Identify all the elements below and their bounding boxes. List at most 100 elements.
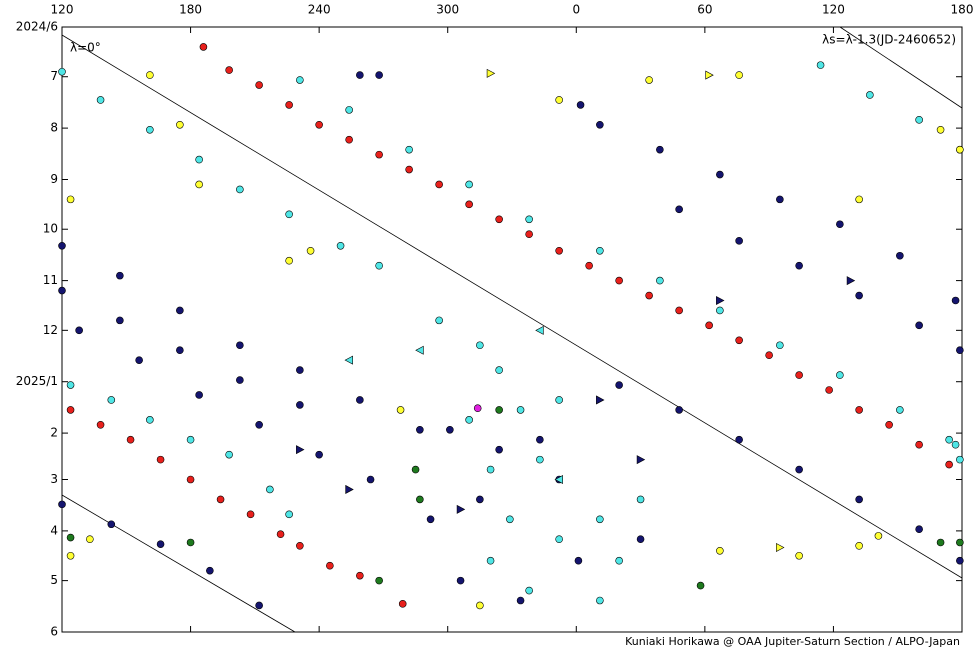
- point: [186, 435, 195, 444]
- point: [96, 96, 105, 104]
- point: [225, 450, 233, 459]
- point: [776, 195, 784, 204]
- point: [915, 525, 923, 534]
- point: [296, 366, 304, 374]
- point: [135, 356, 143, 364]
- point: [58, 241, 66, 250]
- point: [525, 215, 533, 224]
- point: [795, 261, 803, 270]
- point: [446, 425, 454, 434]
- point: [915, 116, 923, 124]
- point: [285, 101, 293, 109]
- point: [416, 495, 424, 504]
- y-tick-label: 2024/6: [16, 20, 58, 34]
- point: [285, 256, 293, 265]
- point: [855, 542, 863, 550]
- y-tick-label: 10: [43, 222, 58, 236]
- point: [107, 396, 116, 404]
- point: [885, 421, 893, 429]
- point: [456, 504, 466, 514]
- point: [554, 475, 563, 485]
- point: [516, 596, 525, 605]
- point: [66, 533, 75, 542]
- point: [199, 43, 208, 51]
- point: [536, 435, 544, 444]
- point: [476, 495, 484, 504]
- point: [956, 145, 964, 154]
- point: [285, 210, 293, 219]
- point: [476, 341, 484, 350]
- point: [716, 306, 724, 315]
- point: [236, 341, 244, 350]
- point: [146, 416, 154, 424]
- point: [356, 396, 364, 404]
- point: [495, 215, 503, 224]
- y-tick-label: 2: [50, 426, 58, 440]
- point: [936, 538, 945, 547]
- point: [795, 551, 803, 560]
- point: [416, 425, 424, 434]
- point: [96, 421, 105, 429]
- point: [58, 67, 66, 76]
- point: [195, 180, 203, 189]
- x-tick-label: 0: [572, 3, 580, 17]
- point: [945, 460, 953, 469]
- point: [656, 145, 664, 154]
- point: [176, 120, 184, 129]
- point: [735, 435, 743, 444]
- point: [825, 386, 833, 394]
- point: [415, 345, 424, 355]
- point: [874, 532, 883, 540]
- point: [525, 586, 533, 595]
- x-tick-label: 120: [822, 3, 845, 17]
- y-tick-label: 4: [50, 523, 58, 537]
- point: [555, 246, 563, 255]
- y-tick-label: 2025/1: [16, 374, 58, 388]
- point: [306, 246, 315, 255]
- point: [675, 406, 683, 414]
- point: [236, 185, 244, 194]
- point: [615, 556, 623, 565]
- point: [555, 96, 563, 104]
- point: [636, 495, 645, 504]
- point: [296, 401, 304, 409]
- point: [836, 371, 844, 379]
- point: [356, 571, 364, 580]
- point: [576, 101, 585, 109]
- point: [816, 61, 825, 69]
- point: [58, 286, 66, 295]
- point: [596, 246, 604, 255]
- point: [656, 276, 664, 285]
- point: [405, 145, 413, 154]
- point: [716, 295, 725, 305]
- point: [465, 416, 473, 424]
- point: [255, 81, 263, 89]
- point: [375, 261, 383, 270]
- point: [315, 120, 323, 129]
- point: [216, 495, 225, 504]
- point: [486, 465, 495, 474]
- y-tick-label: 6: [50, 625, 58, 639]
- point: [326, 561, 334, 570]
- point: [58, 500, 66, 509]
- point: [535, 325, 544, 335]
- point: [585, 261, 593, 270]
- reference-line: [839, 26, 963, 109]
- point: [315, 450, 323, 459]
- y-tick-label: 5: [50, 573, 58, 587]
- point: [296, 76, 304, 84]
- point: [186, 538, 195, 547]
- point: [696, 581, 705, 590]
- point: [951, 440, 960, 449]
- point: [344, 355, 353, 365]
- credit: Kuniaki Horikawa @ OAA Jupiter-Saturn Se…: [625, 635, 960, 648]
- point: [735, 71, 743, 79]
- x-tick-label: 60: [697, 3, 712, 17]
- point: [356, 71, 364, 79]
- point: [855, 195, 863, 204]
- point: [506, 515, 514, 524]
- y-tick-label: 7: [50, 69, 58, 83]
- point: [375, 71, 383, 79]
- point: [465, 200, 473, 209]
